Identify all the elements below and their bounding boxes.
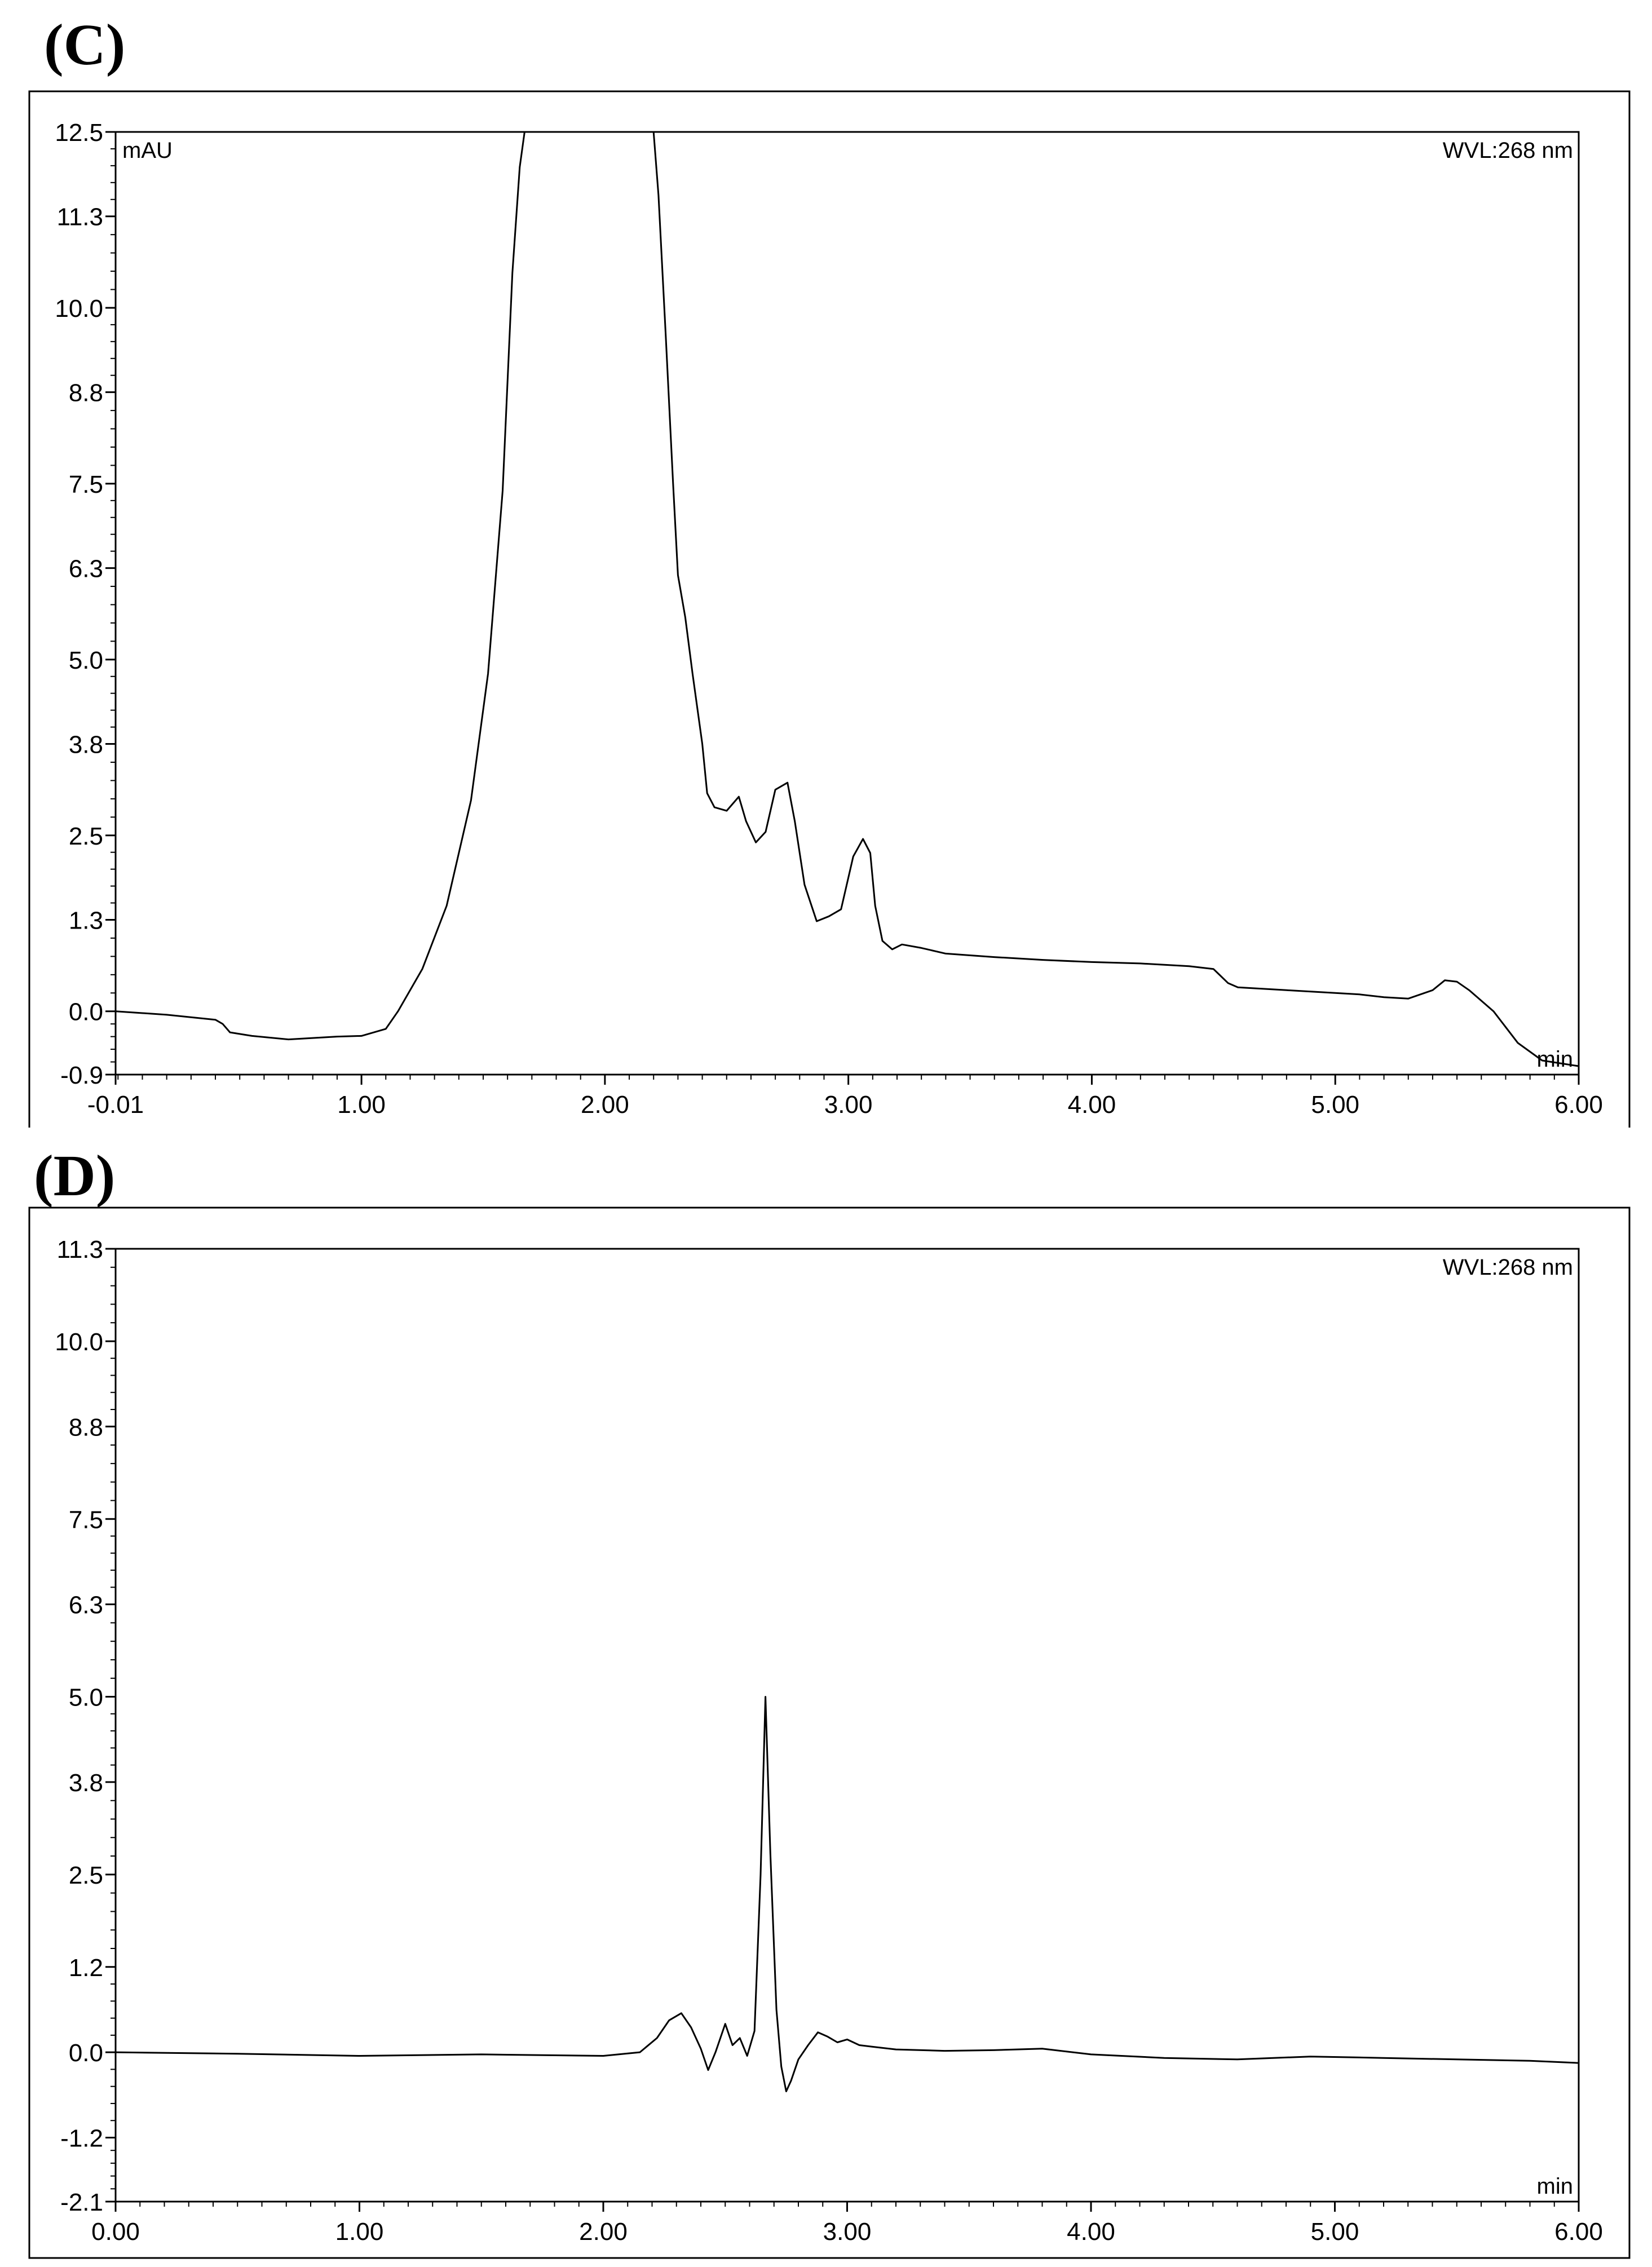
chromatogram-d: 11.3 10.0 8.8 7.5 6.3 5.0 3.8 2.5 1.2 0.0 -1.2 -2.1…: [28, 1207, 1631, 2259]
x-tick-label: 4.00: [1068, 1091, 1116, 1119]
y-tick-label: 5.0: [69, 1684, 103, 1712]
y-tick-label: 3.8: [69, 1769, 103, 1797]
y-tick-label: -0.9: [60, 1062, 103, 1089]
chromatogram-c: 12.5 11.3 10.0 8.8 7.5 6.3 5.0 3.8 2.5 1.3 0.0 -0.9…: [28, 90, 1631, 1128]
x-tick-label: 2.00: [581, 1091, 629, 1119]
y-tick-label: 8.8: [69, 1413, 103, 1441]
plot-area: [114, 1248, 1580, 2203]
y-tick-label: 2.5: [69, 823, 103, 850]
wavelength-annotation: WVL:268 nm: [1443, 138, 1573, 163]
y-tick-label: 8.8: [69, 379, 103, 407]
y-tick-label: 6.3: [69, 1592, 103, 1619]
x-tick-label: 0.00: [91, 2218, 140, 2246]
y-tick-label: 7.5: [69, 1506, 103, 1534]
x-tick-label: 5.00: [1311, 1091, 1359, 1119]
x-tick-label: 4.00: [1067, 2218, 1115, 2246]
x-tick-label: 5.00: [1311, 2218, 1359, 2246]
y-tick-label: 11.3: [57, 1236, 103, 1263]
wavelength-annotation: WVL:268 nm: [1443, 1255, 1573, 1280]
y-tick-label: -1.2: [60, 2124, 103, 2152]
x-axis-unit: min: [1537, 2174, 1573, 2199]
chromatogram-trace: [115, 1696, 1579, 2092]
chart-frame: [28, 90, 1631, 1128]
y-tick-label: 5.0: [69, 647, 103, 674]
y-tick-label: -2.1: [60, 2189, 103, 2216]
chart-frame: [28, 1207, 1631, 2259]
x-tick-label: 6.00: [1554, 1091, 1603, 1119]
x-tick-label: 3.00: [823, 2218, 872, 2246]
plot-area: [114, 131, 1580, 1076]
y-tick-label: 1.3: [69, 907, 103, 934]
y-tick-label: 11.3: [57, 204, 103, 231]
x-axis-unit: min: [1537, 1047, 1573, 1072]
x-tick-label: 6.00: [1554, 2218, 1603, 2246]
y-tick-label: 12.5: [55, 119, 103, 147]
y-tick-label: 10.0: [55, 295, 103, 322]
x-tick-label: 3.00: [824, 1091, 873, 1119]
y-tick-label: 1.2: [69, 1954, 103, 1982]
x-tick-label: -0.01: [87, 1091, 144, 1119]
y-tick-label: 2.5: [69, 1862, 103, 1889]
x-tick-label: 1.00: [335, 2218, 384, 2246]
x-tick-label: 2.00: [579, 2218, 628, 2246]
x-tick-label: 1.00: [337, 1091, 386, 1119]
panel-label-c: (C): [44, 12, 126, 77]
y-tick-label: 7.5: [69, 471, 103, 498]
y-tick-label: 6.3: [69, 555, 103, 583]
y-tick-label: 0.0: [69, 998, 103, 1026]
y-tick-label: 10.0: [55, 1328, 103, 1356]
y-axis-unit: mAU: [122, 138, 173, 163]
chromatogram-trace: [115, 131, 1579, 1067]
panel-label-d: (D): [34, 1143, 116, 1208]
y-tick-label: 3.8: [69, 731, 103, 759]
y-tick-label: 0.0: [69, 2039, 103, 2067]
